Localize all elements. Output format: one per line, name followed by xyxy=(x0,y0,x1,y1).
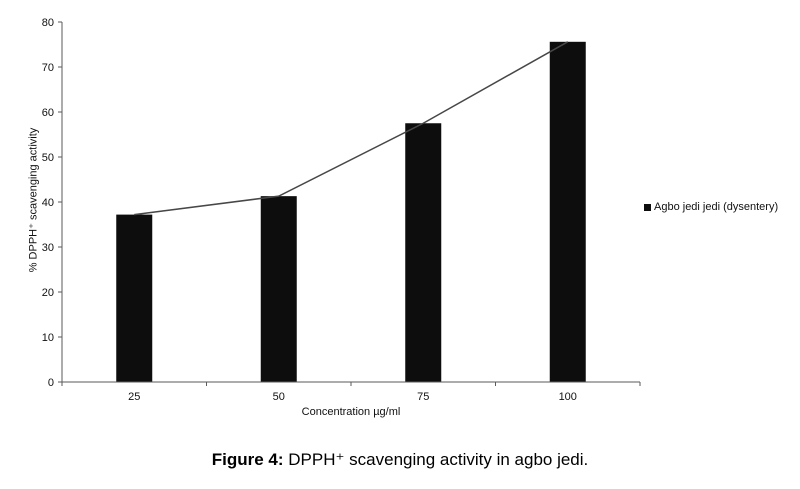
y-tick-label: 20 xyxy=(42,287,54,299)
x-tick-label: 100 xyxy=(559,391,577,403)
x-axis-label: Concentration µg/ml xyxy=(301,406,401,418)
bar xyxy=(260,196,297,382)
y-tick-label: 60 xyxy=(42,107,54,119)
legend-marker-icon xyxy=(644,203,651,211)
legend: Agbo jedi jedi (dysentery) xyxy=(644,201,778,213)
y-tick-label: 0 xyxy=(48,377,54,389)
y-tick-label: 70 xyxy=(42,62,54,74)
x-tick-label: 25 xyxy=(128,391,140,403)
bar xyxy=(405,123,442,382)
y-axis-label: % DPPH⁺ scavenging activity xyxy=(27,127,40,273)
x-tick-label: 50 xyxy=(273,391,285,403)
bar xyxy=(116,214,153,382)
y-tick-label: 40 xyxy=(42,197,54,209)
legend-label: Agbo jedi jedi (dysentery) xyxy=(654,201,779,213)
y-tick-label: 30 xyxy=(42,242,54,254)
figure-caption-prefix: Figure 4: xyxy=(211,450,284,469)
bar-chart-plot: 0 10 20 30 40 50 60 70 80 25 50 75 100 xyxy=(42,17,641,403)
y-tick-label: 50 xyxy=(42,152,54,164)
figure-caption: Figure 4: DPPH⁺ scavenging activity in a… xyxy=(212,450,589,470)
data-line xyxy=(134,41,569,216)
bar xyxy=(549,41,586,383)
y-tick-label: 10 xyxy=(42,332,54,344)
figure-caption-text: DPPH⁺ scavenging activity in agbo jedi. xyxy=(283,450,589,469)
y-tick-label: 80 xyxy=(42,17,54,29)
x-tick-label: 75 xyxy=(417,391,429,403)
